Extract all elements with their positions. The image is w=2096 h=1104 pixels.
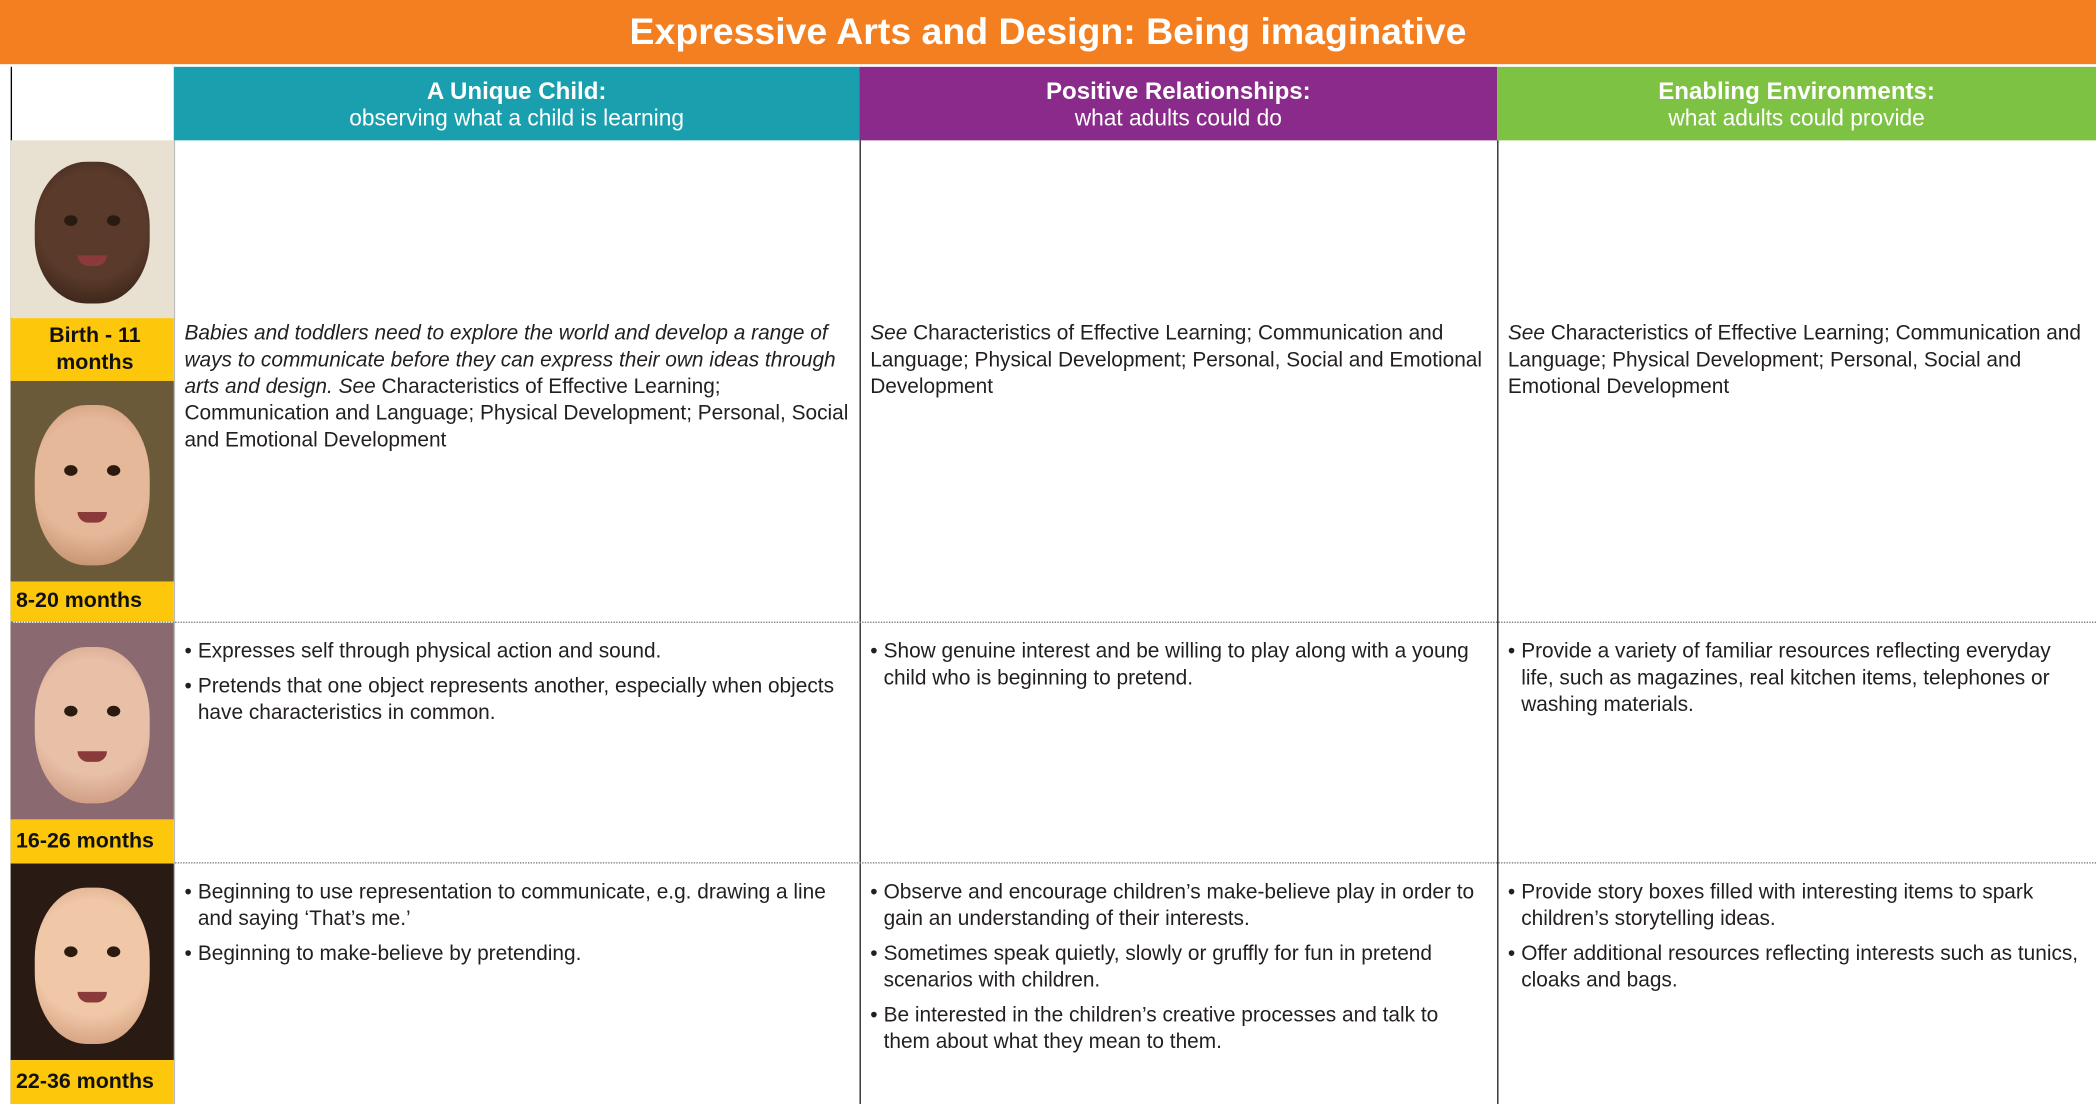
- bullet-item: Be interested in the children’s creative…: [870, 1003, 1486, 1056]
- eye: [106, 705, 121, 717]
- child-photo: [10, 380, 174, 582]
- bullet-item: Pretends that one object represents anot…: [184, 674, 848, 727]
- face: [34, 887, 150, 1045]
- table-cell: Babies and toddlers need to explore the …: [174, 321, 860, 455]
- eye: [64, 946, 78, 957]
- table-cell: Provide a variety of familiar resources …: [1497, 639, 2096, 727]
- row-rule: [10, 621, 2096, 623]
- eye: [106, 946, 121, 957]
- italic-text: See: [870, 322, 908, 345]
- mouth: [77, 255, 107, 267]
- row-rule: [10, 862, 2096, 864]
- eye: [64, 465, 78, 476]
- title-bar: Expressive Arts and Design: Being imagin…: [0, 0, 2096, 65]
- eye: [64, 705, 78, 717]
- child-photo: [10, 140, 174, 319]
- cell-text: Characteristics of Effective Learning; C…: [870, 322, 1483, 399]
- bullet-item: Beginning to use representation to commu…: [184, 880, 848, 933]
- bullet-item: Beginning to make-believe by pretending.: [184, 941, 848, 968]
- mouth: [77, 991, 107, 1002]
- column-subtitle: what adults could provide: [1668, 105, 1925, 131]
- table-cell: Observe and encourage children’s make-be…: [860, 880, 1498, 1064]
- column-title: Positive Relationships:: [1045, 77, 1311, 105]
- italic-text: Babies and toddlers need to explore the …: [184, 322, 836, 399]
- table-cell: Show genuine interest and be willing to …: [860, 639, 1498, 700]
- table-cell: Expresses self through physical action a…: [174, 639, 860, 735]
- bullet-item: Sometimes speak quietly, slowly or gruff…: [870, 941, 1486, 994]
- table-cell: Beginning to use representation to commu…: [174, 880, 860, 976]
- age-label: Birth - 11 months: [10, 318, 174, 381]
- age-label: 16-26 months: [10, 819, 174, 864]
- italic-text: See: [1507, 322, 1545, 345]
- age-label: 22-36 months: [10, 1060, 174, 1104]
- column-header: Enabling Environments: what adults could …: [1497, 66, 2096, 141]
- table-cell: Provide story boxes filled with interest…: [1497, 880, 2096, 1003]
- child-photo: [10, 622, 174, 820]
- bullet-item: Show genuine interest and be willing to …: [870, 639, 1486, 692]
- bullet-item: Observe and encourage children’s make-be…: [870, 880, 1486, 933]
- column-header: Positive Relationships: what adults could…: [859, 66, 1498, 141]
- mouth: [77, 511, 107, 522]
- eye: [64, 215, 78, 226]
- column-title: Enabling Environments:: [1658, 77, 1935, 105]
- column-title: A Unique Child:: [426, 77, 607, 105]
- column-subtitle: what adults could do: [1074, 105, 1282, 131]
- eye: [106, 215, 121, 226]
- bullet-item: Provide a variety of familiar resources …: [1508, 639, 2085, 719]
- table-cell: See Characteristics of Effective Learnin…: [860, 321, 1498, 401]
- column-subtitle: observing what a child is learning: [349, 105, 685, 131]
- cell-text: Characteristics of Effective Learning; C…: [184, 375, 849, 452]
- age-label: 8-20 months: [10, 581, 174, 622]
- eye: [106, 465, 121, 476]
- face: [34, 161, 150, 304]
- cell-text: Characteristics of Effective Learning; C…: [1507, 322, 2081, 399]
- mouth: [77, 750, 107, 762]
- face: [34, 405, 150, 566]
- face: [34, 646, 150, 804]
- bullet-item: Provide story boxes filled with interest…: [1508, 880, 2085, 933]
- child-photo: [10, 863, 174, 1061]
- table-cell: See Characteristics of Effective Learnin…: [1497, 321, 2096, 401]
- bullet-item: Offer additional resources reflecting in…: [1508, 941, 2085, 994]
- column-header: A Unique Child: observing what a child is…: [173, 66, 860, 141]
- bullet-item: Expresses self through physical action a…: [184, 639, 848, 666]
- blank-header-cell: [10, 66, 174, 141]
